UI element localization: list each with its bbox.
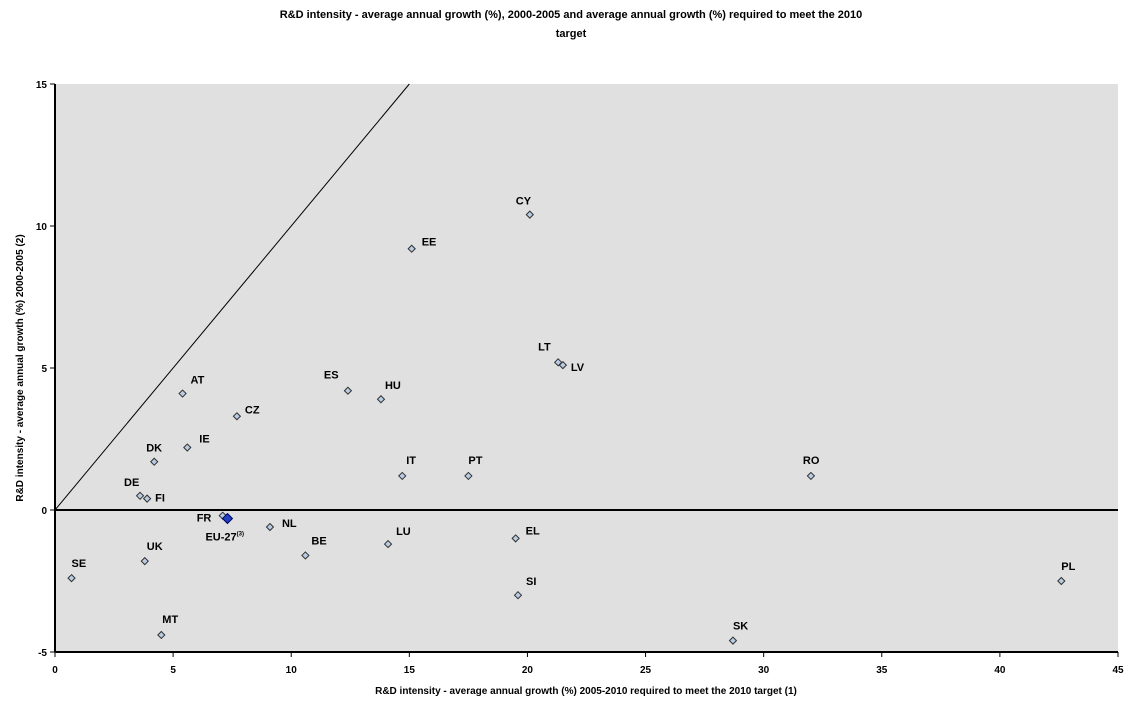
reference-lines	[54, 83, 1118, 511]
label-mt: MT	[162, 614, 178, 626]
label-lu: LU	[396, 526, 411, 538]
point-uk	[140, 556, 149, 566]
diagonal-reference-line	[54, 83, 410, 511]
label-dk: DK	[146, 443, 162, 455]
y-tick-label: 10	[36, 222, 48, 233]
chart-title-line-1: R&D intensity - average annual growth (%…	[280, 9, 863, 21]
label-at: AT	[191, 375, 205, 387]
label-pl: PL	[1061, 561, 1075, 573]
x-tick-label: 30	[758, 665, 770, 676]
label-ro: RO	[803, 455, 820, 467]
label-cz: CZ	[245, 404, 260, 416]
point-el	[511, 534, 520, 543]
label-hu: HU	[385, 380, 401, 392]
data-labels: CY EE LT LV AT ES HU CZ DK IE IT PT RO DE FI FR EU-27(3)…	[72, 196, 1076, 633]
x-tick-label: 10	[286, 665, 298, 676]
x-tick-label: 5	[170, 665, 176, 676]
point-hu	[376, 395, 386, 404]
label-si: SI	[526, 576, 536, 588]
point-be	[301, 551, 310, 560]
point-pt	[464, 471, 473, 481]
label-it: IT	[406, 455, 416, 467]
x-tick-label: 20	[522, 665, 534, 676]
point-pl	[1057, 576, 1066, 586]
label-ie: IE	[199, 434, 209, 446]
point-es	[343, 386, 353, 395]
x-tick-label: 45	[1112, 665, 1124, 676]
y-tick-label: 15	[36, 80, 48, 91]
point-mt	[157, 630, 166, 640]
label-de: DE	[124, 477, 139, 489]
x-tick-label: 0	[52, 665, 58, 676]
y-tick-label: -5	[38, 648, 47, 659]
label-fi: FI	[155, 493, 165, 505]
y-tick-label: 5	[41, 364, 47, 375]
label-fr: FR	[197, 513, 212, 525]
label-cy: CY	[516, 196, 532, 208]
label-sk: SK	[733, 621, 748, 633]
point-fi	[142, 494, 152, 503]
data-points	[67, 210, 1066, 645]
point-cy	[525, 210, 535, 219]
label-be: BE	[311, 535, 326, 547]
point-lu	[383, 539, 393, 549]
y-tick-label: 0	[41, 506, 47, 517]
y-axis-title: R&D intensity - average annual growth (%…	[15, 234, 26, 501]
point-ro	[806, 471, 816, 481]
point-ee	[407, 244, 416, 253]
x-axis-title: R&D intensity - average annual growth (%…	[375, 686, 797, 697]
y-axis-ticks: -5 0 5 10 15	[36, 80, 55, 659]
label-es: ES	[324, 370, 339, 382]
label-ee: EE	[422, 237, 437, 249]
label-el: EL	[526, 525, 540, 537]
label-lv: LV	[571, 362, 585, 374]
point-dk	[150, 457, 159, 466]
chart-title-line-2: target	[556, 28, 587, 40]
point-lv	[558, 360, 568, 370]
label-superscript: (3)	[237, 532, 244, 538]
x-axis-ticks: 0 5 10 15 20 25 30 35 40 45	[52, 652, 1124, 676]
point-nl	[265, 522, 275, 532]
point-de	[135, 491, 145, 501]
x-tick-label: 35	[876, 665, 888, 676]
point-cz	[232, 412, 242, 421]
label-se: SE	[72, 558, 87, 570]
x-tick-label: 25	[640, 665, 652, 676]
point-at	[178, 389, 187, 398]
x-tick-label: 40	[994, 665, 1006, 676]
label-eu-27: EU-27(3)	[205, 532, 244, 544]
label-uk: UK	[147, 541, 163, 553]
point-sk	[728, 636, 738, 645]
label-pt: PT	[468, 455, 482, 467]
label-lt: LT	[538, 341, 551, 353]
point-it	[398, 471, 407, 481]
plot-area	[55, 84, 1118, 652]
point-eu-27	[221, 512, 234, 525]
point-ie	[183, 443, 192, 452]
point-se	[67, 573, 76, 583]
point-si	[513, 590, 523, 600]
label-nl: NL	[282, 518, 297, 530]
x-tick-label: 15	[404, 665, 416, 676]
